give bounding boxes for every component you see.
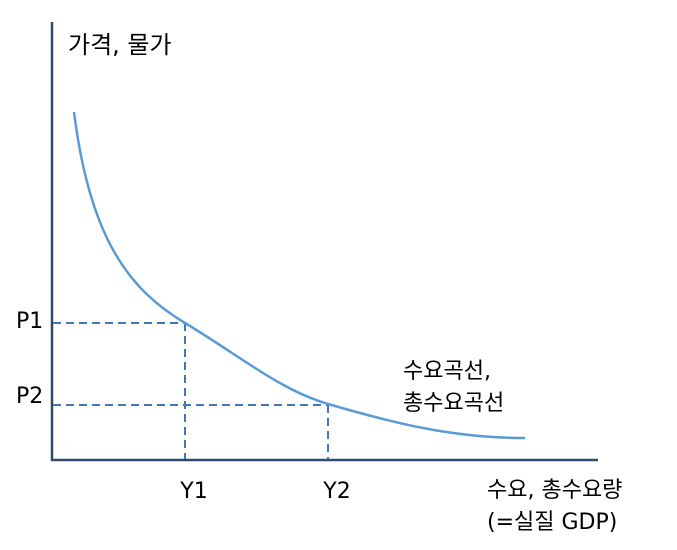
demand-curve: [72, 111, 526, 440]
p1-label: P1: [16, 309, 43, 334]
curve-label: 수요곡선,: [403, 359, 491, 384]
y1-label: Y1: [179, 479, 207, 504]
y-axis-label: 가격, 물가: [68, 31, 172, 59]
p2-label: P2: [16, 384, 43, 409]
y2-label: Y2: [322, 479, 350, 504]
x-axis-label: 수요, 총수요량: [487, 478, 622, 503]
x-axis-label: (=실질 GDP): [487, 510, 617, 535]
curve-label: 총수요곡선: [403, 391, 504, 416]
